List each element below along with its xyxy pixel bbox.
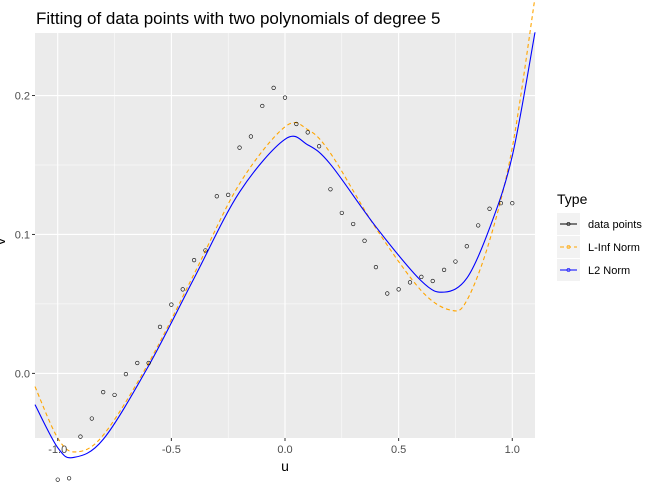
data-point <box>339 210 344 216</box>
y-axis-label: v <box>0 238 8 245</box>
data-point <box>362 238 367 243</box>
x-tick-label: 0.0 <box>277 444 292 456</box>
data-point <box>157 324 163 329</box>
legend-label: data points <box>588 219 642 231</box>
data-point <box>476 223 481 228</box>
x-tick-label: 1.0 <box>505 444 520 456</box>
y-tick-label: 0.1 <box>15 229 30 241</box>
data-point <box>487 206 492 211</box>
legend-label: L-Inf Norm <box>588 242 640 254</box>
legend: Type data points L-Inf Norm L2 Norm <box>557 191 642 281</box>
data-point <box>385 291 390 296</box>
data-point <box>135 360 140 366</box>
data-point <box>441 267 447 272</box>
data-point <box>430 278 435 284</box>
data-point <box>271 85 276 90</box>
axis-ticks: -1.0 -0.5 0.0 0.5 1.0 0.0 0.1 0.2 <box>15 91 520 456</box>
data-points <box>55 85 515 482</box>
data-point <box>203 248 208 253</box>
data-point <box>248 134 254 139</box>
legend-label: L2 Norm <box>588 265 630 277</box>
chart-title: Fitting of data points with two polynomi… <box>36 9 440 28</box>
series-line-l2-norm <box>34 32 536 459</box>
y-tick-label: 0.0 <box>15 368 30 380</box>
legend-title: Type <box>557 191 588 207</box>
data-point <box>78 434 83 439</box>
x-tick-label: 0.5 <box>391 444 406 456</box>
legend-key-point <box>566 245 571 249</box>
data-point <box>180 287 185 292</box>
x-axis-label: u <box>281 458 289 474</box>
data-point <box>328 187 333 192</box>
data-point <box>510 201 515 206</box>
legend-key-point <box>566 222 571 226</box>
data-point <box>294 121 299 127</box>
data-point <box>396 287 401 292</box>
data-point <box>191 258 197 263</box>
legend-key-point <box>566 268 571 272</box>
data-point <box>498 201 504 206</box>
data-point <box>101 390 106 395</box>
data-point <box>214 194 219 199</box>
x-tick-label: -0.5 <box>162 444 181 456</box>
data-point <box>305 130 310 135</box>
data-point <box>55 477 60 482</box>
data-point <box>260 103 265 109</box>
data-point <box>66 476 72 481</box>
y-tick-label: 0.2 <box>15 91 30 103</box>
data-point <box>373 265 379 270</box>
data-point <box>351 221 356 227</box>
data-point <box>419 274 424 279</box>
data-point <box>89 416 94 421</box>
data-point <box>282 95 288 100</box>
data-point <box>226 192 231 197</box>
data-point <box>464 244 469 249</box>
series-line-l-inf-norm <box>34 0 536 453</box>
x-tick-label: -1.0 <box>48 444 67 456</box>
data-point <box>316 144 322 149</box>
data-point <box>169 302 174 307</box>
data-point <box>112 392 117 398</box>
data-point <box>123 371 129 377</box>
data-point <box>453 259 458 264</box>
series-lines <box>34 0 536 459</box>
data-point <box>407 280 413 285</box>
data-point <box>146 360 151 366</box>
data-point <box>237 145 242 150</box>
